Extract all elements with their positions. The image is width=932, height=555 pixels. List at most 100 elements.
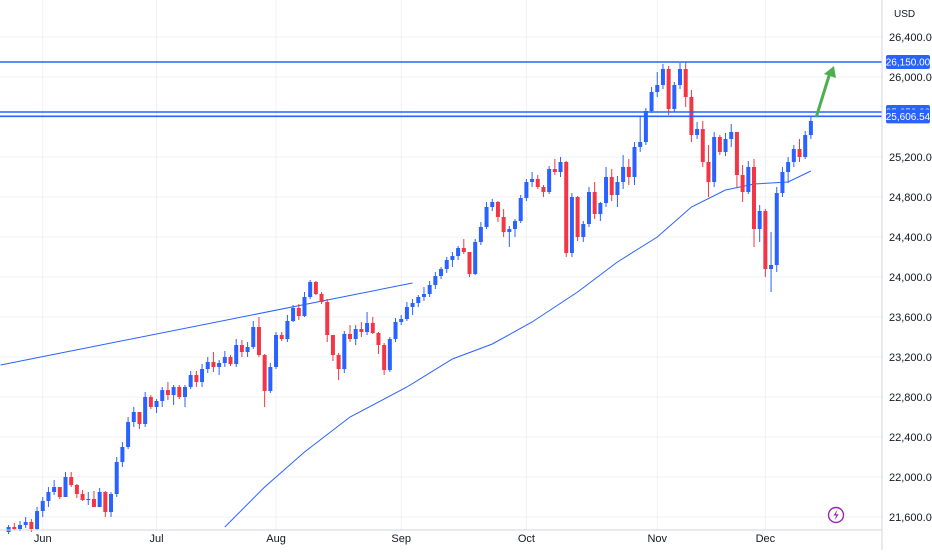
candle-body <box>245 347 250 352</box>
candle <box>217 360 222 375</box>
flash-button[interactable] <box>827 506 845 524</box>
candle-body <box>786 162 791 172</box>
candle-body <box>239 345 244 352</box>
trendline[interactable] <box>0 282 413 366</box>
x-tick-label: Sep <box>391 533 411 545</box>
candle-body <box>803 135 808 157</box>
candle-body <box>57 487 62 497</box>
candle <box>80 490 85 501</box>
x-tick-label: Jun <box>34 533 52 545</box>
candle-body <box>558 162 563 172</box>
candle <box>359 322 364 337</box>
candle-body <box>581 224 586 237</box>
candle <box>274 332 279 369</box>
candle-body <box>524 182 529 198</box>
candle-body <box>143 397 148 424</box>
candle-body <box>97 492 102 507</box>
price-tag: 26,150.00 <box>886 55 931 69</box>
candle <box>666 66 671 115</box>
up-arrow-icon[interactable] <box>815 74 831 118</box>
candle-body <box>330 335 335 355</box>
candle-body <box>40 501 45 511</box>
candle-body <box>154 401 159 407</box>
candle-body <box>109 494 114 512</box>
candle <box>291 305 296 322</box>
candle <box>211 352 216 372</box>
candle <box>530 172 535 187</box>
candle-body <box>279 335 284 339</box>
candle-body <box>29 522 34 529</box>
candle <box>177 385 182 399</box>
candle <box>228 355 233 366</box>
price-tag-label: 26,150.00 <box>886 58 931 69</box>
candle-body <box>382 345 387 370</box>
candle-body <box>399 319 404 322</box>
candle <box>569 193 574 257</box>
candle-body <box>564 162 569 253</box>
candle <box>518 195 523 223</box>
candle-body <box>717 137 722 152</box>
candle-body <box>643 111 648 142</box>
candle-body <box>774 193 779 265</box>
candle-body <box>251 327 256 347</box>
candle <box>353 325 358 345</box>
candle-body <box>291 308 296 321</box>
horizontal-levels[interactable] <box>0 61 882 118</box>
candle <box>723 133 728 156</box>
candle <box>91 491 96 507</box>
candle <box>154 399 159 413</box>
candle-body <box>228 357 233 364</box>
candle <box>558 157 563 177</box>
candle-body <box>797 149 802 157</box>
candle <box>643 108 648 145</box>
candle-body <box>393 322 398 339</box>
candle <box>456 246 461 260</box>
candle <box>382 343 387 375</box>
moving-average-line <box>224 170 812 528</box>
candle <box>325 299 330 342</box>
candle <box>467 252 472 277</box>
candle-body <box>791 149 796 162</box>
candle-body <box>672 85 677 109</box>
candle <box>182 385 187 407</box>
candle <box>308 280 313 299</box>
candle <box>46 487 51 507</box>
candle-body <box>649 92 654 111</box>
candle-body <box>547 169 552 192</box>
candles <box>6 62 813 534</box>
candle <box>757 205 762 242</box>
candle-body <box>660 69 665 85</box>
target-arrow[interactable] <box>815 66 836 118</box>
candle <box>342 331 347 373</box>
candle-body <box>695 129 700 135</box>
candle-body <box>461 248 466 252</box>
trendline-segment[interactable] <box>0 282 413 366</box>
candle <box>120 442 125 467</box>
candle-body <box>439 269 444 276</box>
price-tag-label: 25,606.54 <box>886 112 931 123</box>
candle-body <box>586 192 591 224</box>
candle <box>609 169 614 201</box>
lightning-bolt-icon[interactable] <box>827 506 845 524</box>
candle-body <box>575 197 580 237</box>
candle-body <box>80 494 85 500</box>
candle <box>421 287 426 301</box>
candle-body <box>769 265 774 269</box>
candle-body <box>46 492 51 501</box>
candle <box>302 292 307 317</box>
grid <box>0 0 882 530</box>
candle <box>717 135 722 155</box>
time-axis[interactable]: Jun Jul Aug Sep Oct Nov Dec <box>34 533 776 545</box>
candle <box>109 492 114 517</box>
candle <box>734 132 739 187</box>
candle-body <box>678 69 683 85</box>
y-tick-label: 24,400.00 <box>889 232 932 244</box>
candle-body <box>86 499 91 500</box>
y-tick-label: 26,400.00 <box>889 32 932 44</box>
candle-body <box>17 525 22 529</box>
candle-body <box>655 85 660 92</box>
candle-body <box>609 177 614 195</box>
